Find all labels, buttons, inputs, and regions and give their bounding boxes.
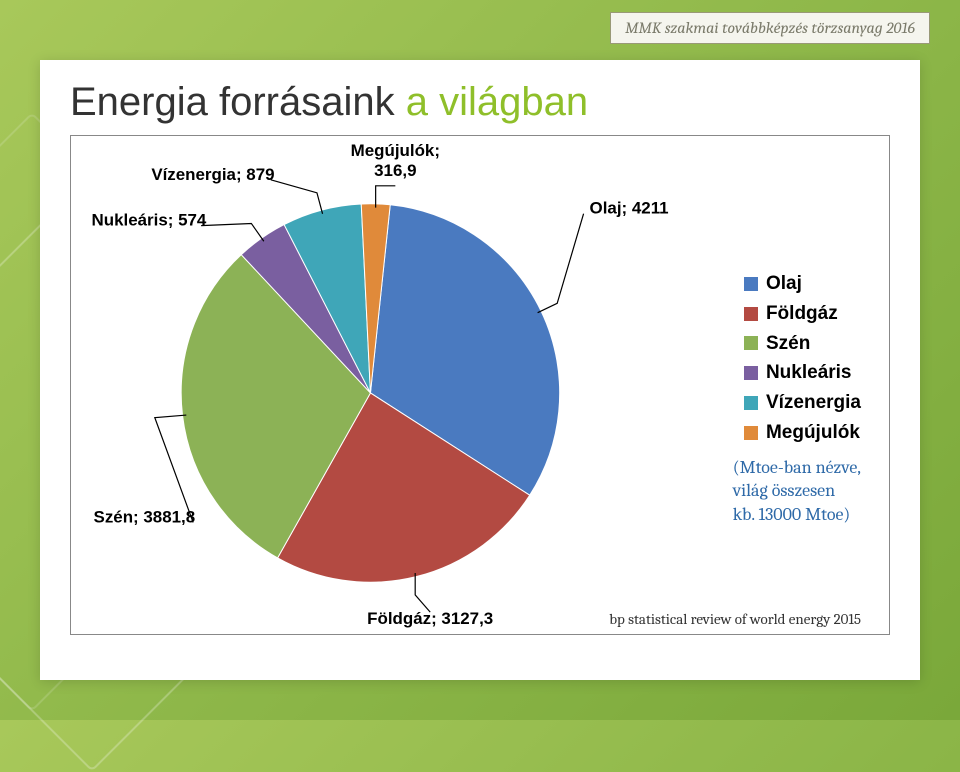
slice-label-nukleáris: Nukleáris; 574 <box>92 211 207 230</box>
legend-item-vízenergia: Vízenergia <box>744 391 861 415</box>
title-prefix: Energia forrásaink <box>70 80 406 124</box>
legend-item-szén: Szén <box>744 332 861 356</box>
legend-label: Nukleáris <box>766 361 852 385</box>
slice-label-vízenergia: Vízenergia; 879 <box>151 165 274 184</box>
legend-label: Olaj <box>766 272 802 296</box>
legend-label: Szén <box>766 332 810 356</box>
slice-label-megújulók: Megújulók; <box>351 141 440 160</box>
slice-label-szén: Szén; 3881,8 <box>94 507 196 526</box>
legend-item-olaj: Olaj <box>744 272 861 296</box>
note-line1: (Mtoe-ban nézve, <box>733 456 861 479</box>
legend-item-földgáz: Földgáz <box>744 302 861 326</box>
header-box: MMK szakmai továbbképzés törzsanyag 2016 <box>610 12 930 44</box>
page-title: Energia forrásaink a világban <box>70 80 890 125</box>
header-text: MMK szakmai továbbképzés törzsanyag 2016 <box>625 19 915 37</box>
legend-swatch <box>744 307 758 321</box>
leader-olaj <box>538 214 584 313</box>
leader-nukleáris <box>201 223 264 241</box>
slice-label-földgáz: Földgáz; 3127,3 <box>367 609 493 628</box>
chart-frame: Olaj; 4211 Földgáz; 3127,3 Szén; 3881,8 Nuk… <box>70 135 890 635</box>
note-line2: világ összesen <box>733 479 861 502</box>
legend-item-megújulók: Megújulók <box>744 421 861 445</box>
legend-swatch <box>744 426 758 440</box>
slice-label2-megújulók: 316,9 <box>374 161 416 180</box>
source-text: bp statistical review of world energy 20… <box>609 610 861 628</box>
slice-label-olaj: Olaj; 4211 <box>590 199 669 218</box>
legend-label: Megújulók <box>766 421 860 445</box>
leader-vízenergia <box>271 180 323 214</box>
legend-label: Földgáz <box>766 302 838 326</box>
slide: Energia forrásaink a világban Olaj; 4211… <box>40 60 920 680</box>
note-line3: kb. 13000 Mtoe) <box>733 503 861 526</box>
legend-swatch <box>744 336 758 350</box>
legend: Olaj Földgáz Szén Nukleáris Vízenergia Megúju… <box>744 266 861 451</box>
legend-item-nukleáris: Nukleáris <box>744 361 861 385</box>
legend-swatch <box>744 396 758 410</box>
legend-swatch <box>744 366 758 380</box>
legend-swatch <box>744 277 758 291</box>
note: (Mtoe-ban nézve, világ összesen kb. 1300… <box>733 456 861 526</box>
legend-label: Vízenergia <box>766 391 861 415</box>
title-accent: a világban <box>406 80 588 124</box>
leader-földgáz <box>415 573 430 612</box>
